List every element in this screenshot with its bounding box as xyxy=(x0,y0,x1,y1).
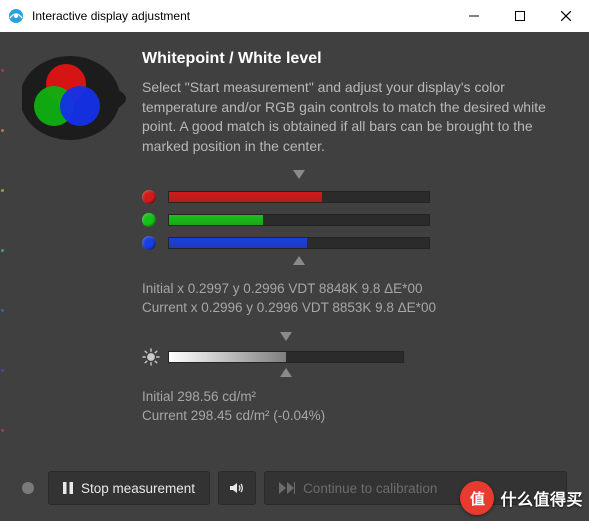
xy-initial: Initial x 0.2997 y 0.2996 VDT 8848K 9.8 … xyxy=(142,280,567,299)
window: Interactive display adjustment Whitepoin xyxy=(0,0,589,521)
rgb-line-blue xyxy=(142,233,567,253)
luminance-track xyxy=(168,351,404,363)
luminance-readout: Initial 298.56 cd/m² Current 298.45 cd/m… xyxy=(142,388,567,426)
content-area: Whitepoint / White level Select "Start m… xyxy=(0,32,589,469)
blue-fill xyxy=(169,238,307,248)
stop-measurement-button[interactable]: Stop measurement xyxy=(48,471,210,505)
red-dot-icon xyxy=(142,190,156,204)
app-icon xyxy=(8,8,24,24)
close-button[interactable] xyxy=(543,0,589,32)
luminance-initial: Initial 298.56 cd/m² xyxy=(142,388,567,407)
window-title: Interactive display adjustment xyxy=(32,9,451,23)
record-indicator-icon xyxy=(22,482,34,494)
rgb-bars xyxy=(142,170,567,270)
luminance-block xyxy=(142,332,567,382)
titlebar: Interactive display adjustment xyxy=(0,0,589,32)
rgb-line-red xyxy=(142,187,567,207)
lum-center-marker-bottom xyxy=(280,368,292,377)
pause-icon xyxy=(63,482,73,494)
brightness-icon xyxy=(142,348,160,366)
minimize-button[interactable] xyxy=(451,0,497,32)
continue-button[interactable]: Continue to calibration xyxy=(264,471,567,505)
rgb-venn-icon xyxy=(22,50,132,150)
rgb-center-marker-top xyxy=(293,170,305,179)
red-fill xyxy=(169,192,322,202)
xy-readout: Initial x 0.2997 y 0.2996 VDT 8848K 9.8 … xyxy=(142,280,567,318)
bottom-bar: Stop measurement Continue to calibration xyxy=(0,469,589,521)
sound-icon xyxy=(229,481,245,495)
green-fill xyxy=(169,215,263,225)
rgb-line-green xyxy=(142,210,567,230)
green-dot-icon xyxy=(142,213,156,227)
luminance-current: Current 298.45 cd/m² (-0.04%) xyxy=(142,407,567,426)
red-track xyxy=(168,191,430,203)
sound-button[interactable] xyxy=(218,471,256,505)
lum-center-marker-top xyxy=(280,332,292,341)
continue-icon xyxy=(279,482,295,494)
section-heading: Whitepoint / White level xyxy=(142,50,567,68)
green-track xyxy=(168,214,430,226)
xy-current: Current x 0.2996 y 0.2996 VDT 8853K 9.8 … xyxy=(142,299,567,318)
right-column: Whitepoint / White level Select "Start m… xyxy=(142,50,567,457)
luminance-fill xyxy=(169,352,286,362)
left-edge-dots xyxy=(0,40,6,461)
stop-button-label: Stop measurement xyxy=(81,481,195,496)
rgb-center-marker-bottom xyxy=(293,256,305,265)
blue-track xyxy=(168,237,430,249)
left-column xyxy=(22,50,142,457)
blue-dot-icon xyxy=(142,236,156,250)
section-description: Select "Start measurement" and adjust yo… xyxy=(142,78,567,156)
maximize-button[interactable] xyxy=(497,0,543,32)
continue-button-label: Continue to calibration xyxy=(303,481,437,496)
